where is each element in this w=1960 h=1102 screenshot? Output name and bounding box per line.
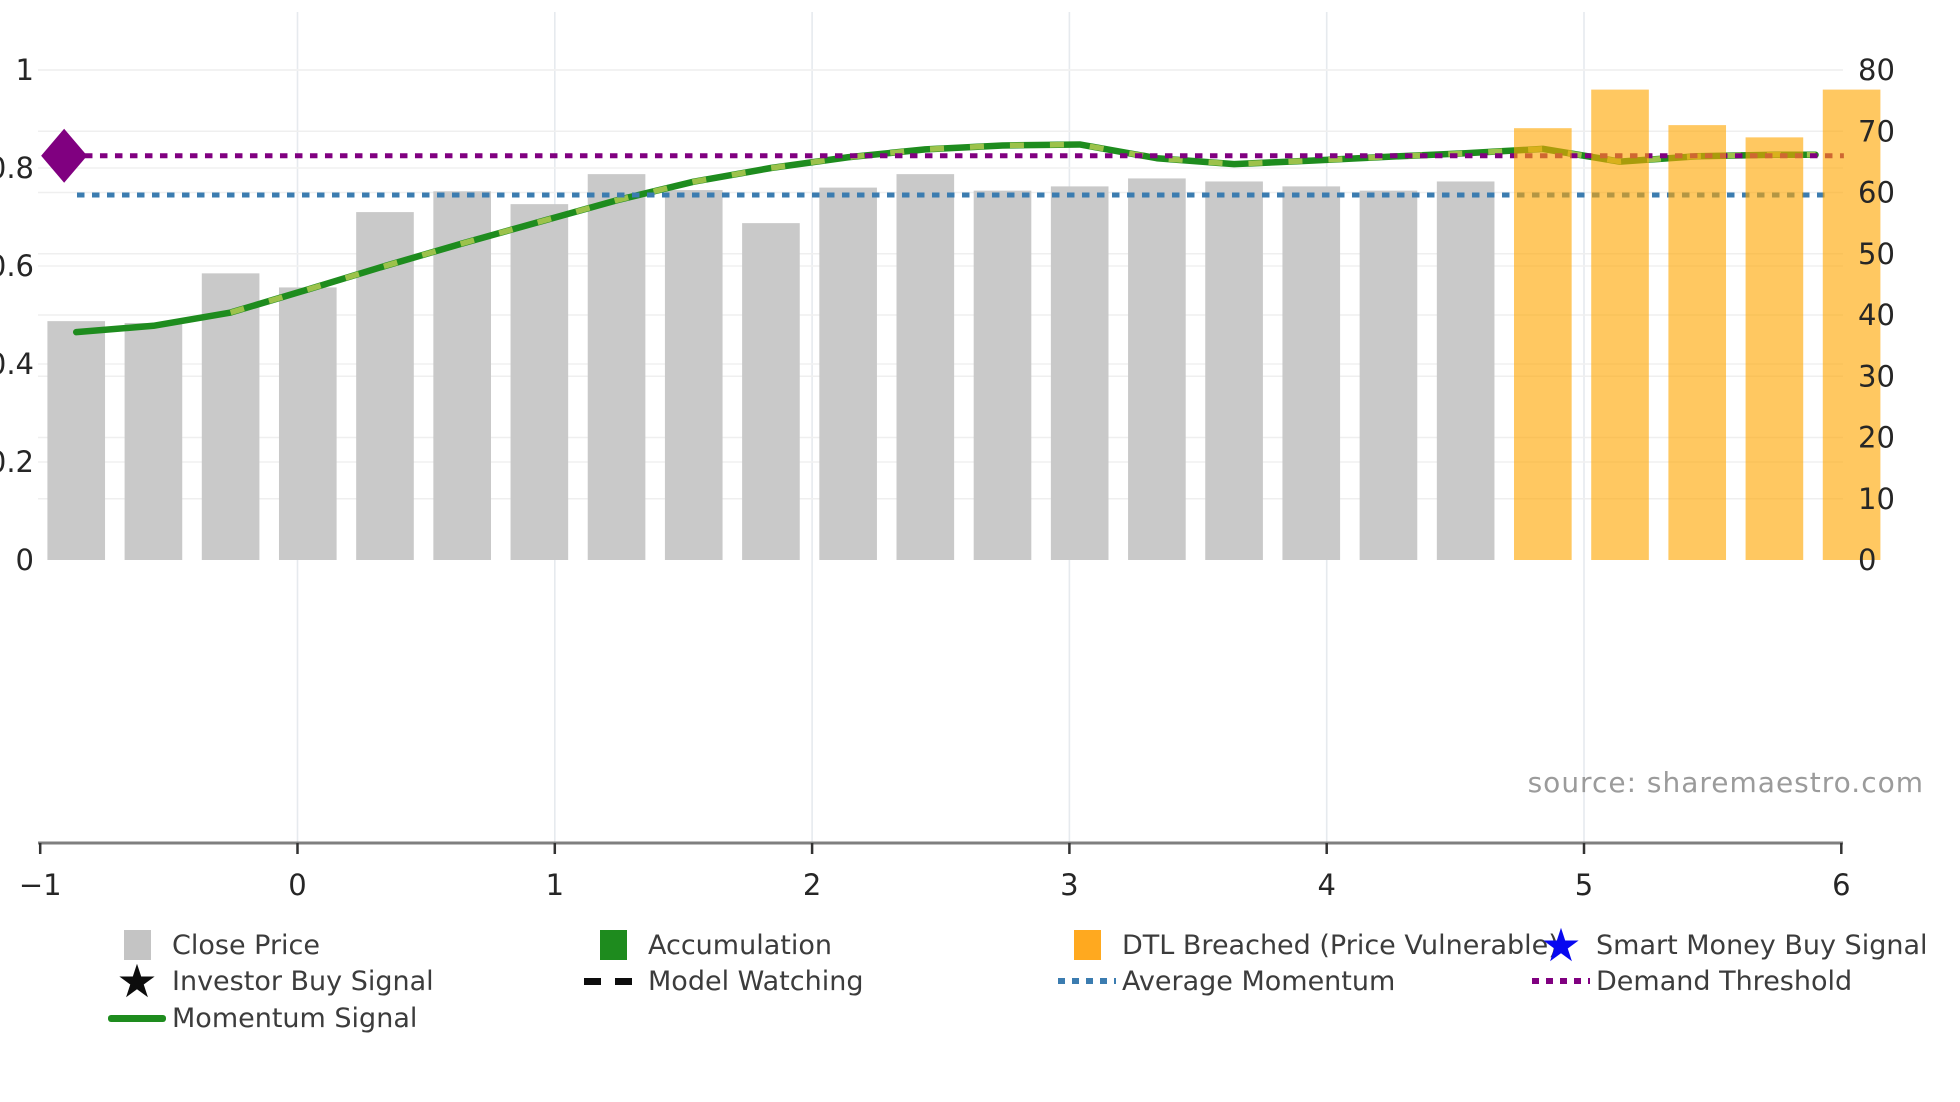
close-price-bar [124, 322, 183, 560]
close-price-bar [201, 273, 260, 560]
right-y-tick-label: 20 [1858, 421, 1895, 455]
x-tick-label: 2 [803, 868, 821, 902]
left-y-tick-label: 0.2 [0, 445, 34, 479]
close-price-bar [1436, 181, 1495, 560]
demand-threshold-diamond-marker [41, 128, 88, 183]
left-y-tick-label: 1 [16, 53, 34, 87]
close-price-bar [510, 204, 569, 560]
x-axis-ticks: −1 0 1 2 3 4 5 6 [19, 843, 1851, 902]
x-tick-label: 5 [1575, 868, 1593, 902]
x-tick-label: −1 [19, 868, 62, 902]
dtl-breached-bar [1591, 89, 1649, 560]
close-price-bars [47, 174, 1495, 561]
source-note: source: sharemaestro.com [1527, 766, 1924, 799]
left-y-tick-label: 0.8 [0, 151, 34, 185]
right-y-tick-label: 40 [1858, 298, 1895, 332]
right-y-tick-label: 30 [1858, 359, 1895, 393]
close-price-bar [1128, 178, 1186, 560]
right-y-tick-label: 80 [1858, 53, 1895, 87]
left-y-axis-labels: 0 0.2 0.4 0.6 0.8 1 [0, 53, 34, 577]
close-price-bar [1282, 186, 1341, 560]
right-y-tick-label: 10 [1858, 482, 1895, 516]
close-price-bar [433, 191, 491, 560]
close-price-bar [278, 287, 337, 560]
x-tick-label: 4 [1317, 868, 1335, 902]
dtl-breached-bar [1668, 125, 1727, 560]
right-y-tick-label: 70 [1858, 114, 1895, 148]
x-tick-label: 0 [288, 868, 306, 902]
right-y-tick-label: 0 [1858, 543, 1876, 577]
left-y-tick-label: 0.6 [0, 249, 34, 283]
left-y-tick-label: 0.4 [0, 347, 34, 381]
right-y-tick-label: 50 [1858, 237, 1895, 271]
x-tick-label: 6 [1832, 868, 1850, 902]
left-y-tick-label: 0 [16, 543, 34, 577]
dtl-breached-bars [1514, 89, 1881, 560]
right-y-axis-labels: 0 10 20 30 40 50 60 70 80 [1858, 53, 1895, 577]
close-price-bar [819, 187, 877, 560]
x-tick-label: 3 [1060, 868, 1078, 902]
close-price-bar [1050, 186, 1109, 560]
close-price-bar [973, 190, 1032, 560]
close-price-bar [587, 174, 646, 560]
close-price-bar [664, 190, 723, 561]
dtl-breached-bar [1822, 89, 1881, 560]
right-y-tick-label: 60 [1858, 176, 1895, 210]
close-price-bar [742, 223, 800, 560]
close-price-bar [896, 174, 955, 560]
dtl-breached-bar [1514, 128, 1572, 560]
close-price-bar [1359, 190, 1418, 560]
momentum-watching-dash-overlay [229, 141, 1816, 316]
close-price-bar [1205, 181, 1263, 560]
x-tick-label: 1 [546, 868, 564, 902]
dtl-breached-bar [1745, 137, 1804, 560]
close-price-bar [47, 321, 106, 560]
